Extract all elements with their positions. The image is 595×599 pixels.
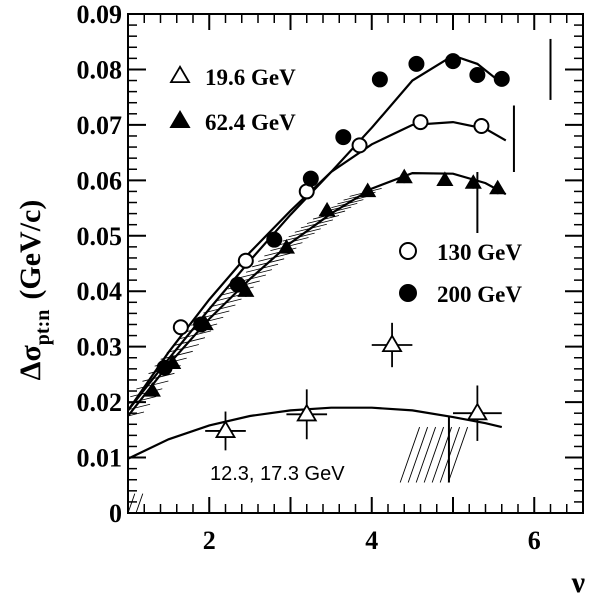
legend-label: 19.6 GeV	[205, 65, 296, 90]
data-point	[156, 359, 173, 376]
data-point	[359, 182, 377, 198]
data-point	[473, 117, 490, 134]
data-point	[335, 129, 352, 146]
hatch-line	[423, 426, 445, 483]
hatch-line	[135, 493, 144, 513]
y-axis-title-sub: pt:n	[32, 310, 54, 346]
data-point	[266, 231, 283, 248]
y-tick-label: 0.05	[77, 222, 123, 251]
y-tick-label: 0	[109, 499, 122, 528]
hatch-line	[447, 426, 469, 483]
y-tick-label: 0.06	[77, 166, 123, 195]
hatch-line	[415, 426, 437, 483]
y-axis-title-unit: (GeV/c)	[14, 200, 47, 300]
data-point	[302, 170, 319, 187]
fit-curve	[128, 120, 507, 412]
data-point	[381, 334, 403, 353]
y-tick-label: 0.04	[77, 277, 123, 306]
axes: 0 0.01 0.02 0.03 0.04 0.05 0.06 0.07 0.08 0.09 2 4 6	[77, 0, 584, 555]
annotation-label: 12.3, 17.3 GeV	[210, 463, 345, 485]
data-point	[464, 174, 482, 189]
data-point	[371, 71, 388, 88]
data-point	[143, 382, 161, 397]
data-point	[493, 70, 510, 87]
y-tick-label: 0.02	[77, 388, 123, 417]
legend-label: 130 GeV	[437, 240, 522, 265]
legend-label: 62.4 GeV	[205, 110, 296, 135]
x-tick-label: 4	[365, 526, 378, 555]
y-tick-label: 0.09	[77, 0, 123, 29]
hatch-line	[399, 426, 421, 483]
data-point	[237, 252, 254, 269]
data-point	[214, 419, 237, 438]
y-axis-title: Δσpt:n (GeV/c)	[14, 200, 54, 381]
data-point	[412, 114, 429, 131]
data-point	[469, 66, 486, 83]
data-point	[277, 239, 296, 254]
data-point	[408, 55, 425, 72]
data-point	[445, 53, 461, 70]
data-point	[351, 137, 368, 154]
legend: 19.6 GeV 62.4 GeV 130 GeV 200 GeV	[169, 65, 522, 307]
hatch-line	[407, 426, 429, 483]
data-point	[466, 402, 488, 421]
x-tick-label: 2	[203, 526, 216, 555]
y-tick-label: 0.07	[77, 111, 123, 140]
data-point	[169, 110, 191, 129]
x-tick-label: 6	[528, 526, 541, 555]
data-point	[172, 319, 189, 336]
data-points	[143, 53, 510, 451]
x-axis-title: ν	[571, 566, 586, 599]
y-tick-label: 0.08	[77, 55, 123, 84]
y-tick-label: 0.01	[77, 444, 123, 473]
y-tick-label: 0.03	[77, 333, 123, 362]
data-point	[318, 201, 336, 217]
hatch-line	[128, 411, 145, 417]
data-point	[436, 171, 454, 186]
data-point	[169, 65, 191, 84]
fit-curve	[128, 54, 503, 412]
data-point	[399, 284, 417, 302]
legend-label: 200 GeV	[437, 282, 522, 307]
data-point	[296, 403, 318, 422]
fit-curve	[128, 406, 503, 460]
hatch-line	[128, 493, 136, 513]
data-point	[399, 242, 417, 260]
data-point	[229, 276, 246, 293]
y-axis-title-main: Δσ	[14, 345, 47, 381]
data-point	[193, 316, 210, 333]
data-point	[395, 168, 413, 184]
data-point	[489, 179, 507, 195]
